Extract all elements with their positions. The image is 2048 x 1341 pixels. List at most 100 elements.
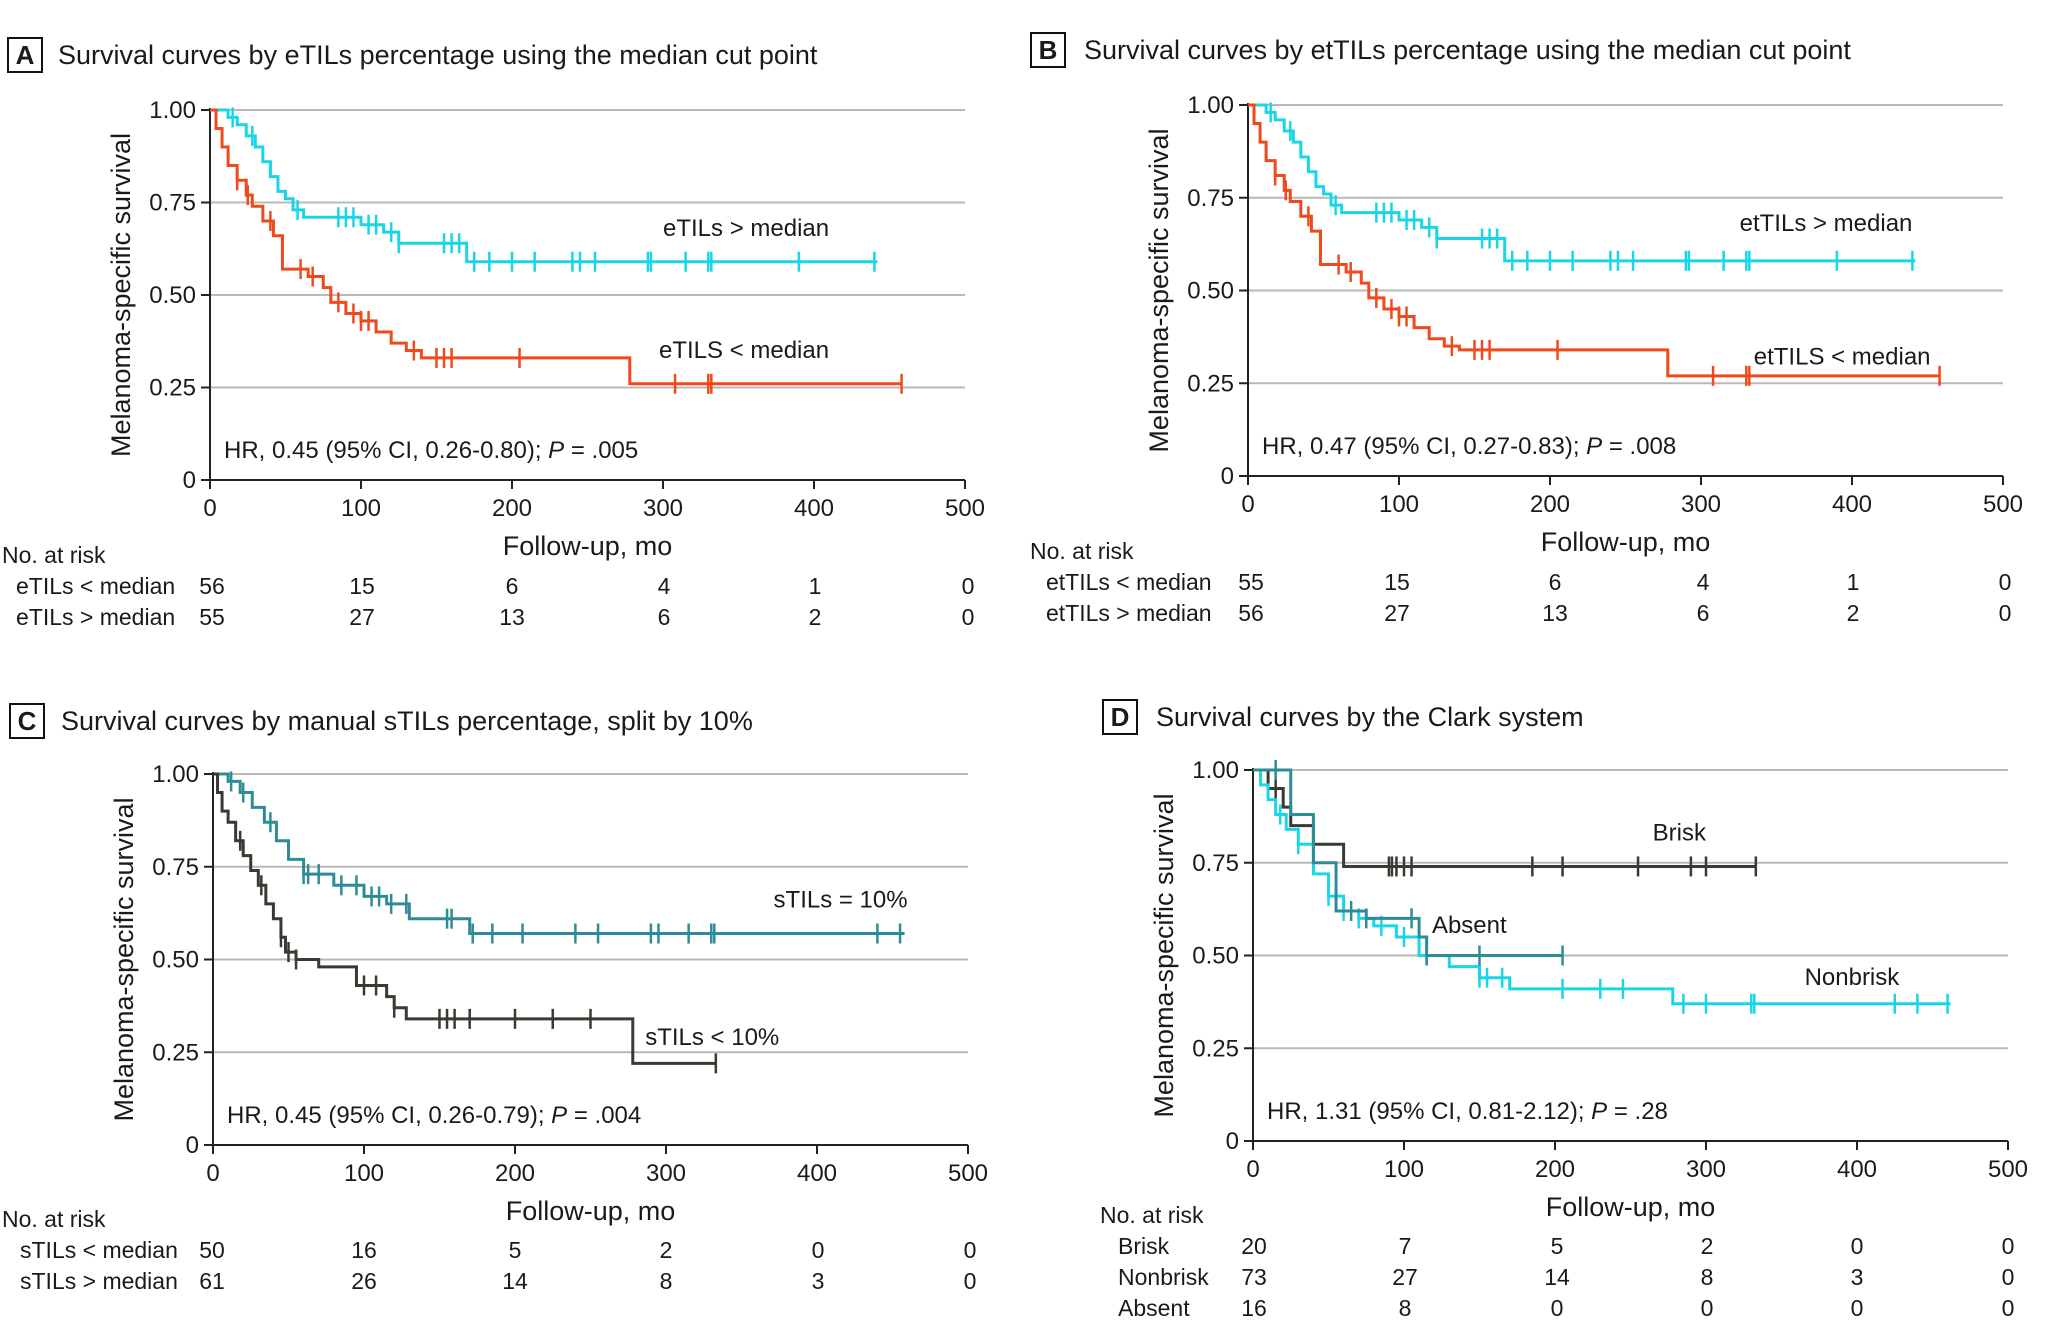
panel-letter-box [1102,699,1138,735]
y-tick-label: 0 [1226,1128,1239,1155]
risk-table-header: No. at risk [2,1206,106,1232]
risk-value: 0 [2002,1295,2015,1321]
risk-value: 6 [506,573,519,599]
x-tick-label: 100 [341,495,381,522]
chart-title: Survival curves by manual sTILs percenta… [61,706,753,736]
risk-value: 3 [1851,1264,1864,1290]
risk-value: 27 [1392,1264,1418,1290]
risk-value: 61 [199,1268,225,1294]
hazard-ratio-annotation: HR, 1.31 (95% CI, 0.81-2.12); P = .28 [1267,1098,1668,1125]
risk-value: 5 [509,1237,522,1263]
panel-letter-box [9,703,45,739]
y-tick-label: 0.50 [152,947,199,974]
chart-title: Survival curves by the Clark system [1156,702,1584,732]
risk-value: 55 [199,604,225,630]
x-tick-label: 100 [1379,491,1419,518]
survival-curve-d-2 [1253,768,1563,957]
panel-letter: A [16,40,35,70]
risk-value: 8 [1399,1295,1412,1321]
risk-value: 27 [349,604,375,630]
panel-a: A Survival curves by eTILs percentage usi… [2,37,985,630]
risk-value: 0 [964,1268,977,1294]
risk-value: 14 [1544,1264,1570,1290]
risk-row-label: eTILs < median [16,573,175,599]
risk-value: 0 [1999,569,2012,595]
y-tick-label: 0.25 [149,375,196,402]
risk-value: 20 [1241,1233,1267,1259]
panel-b: B Survival curves by etTILs percentage us… [1030,32,2023,626]
survival-curve-b-0 [1248,103,1916,263]
y-tick-label: 0.25 [1192,1035,1239,1062]
x-axis-label: Follow-up, mo [503,531,673,561]
risk-row-label: etTILs < median [1046,569,1212,595]
survival-curve-b-1 [1248,103,1940,378]
risk-value: 55 [1238,569,1264,595]
y-axis-label: Melanoma-specific survival [1144,128,1174,452]
panel-letter: C [18,706,37,736]
risk-row-label: Absent [1118,1295,1190,1321]
risk-row-label: Brisk [1118,1233,1170,1259]
risk-value: 2 [660,1237,673,1263]
y-tick-label: 1.00 [149,97,196,124]
risk-row-label: Nonbrisk [1118,1264,1209,1290]
risk-value: 6 [1549,569,1562,595]
series-label: eTILS < median [659,337,829,364]
x-tick-label: 0 [203,495,216,522]
y-tick-label: 0 [183,467,196,494]
risk-value: 13 [499,604,525,630]
risk-value: 0 [2002,1233,2015,1259]
risk-value: 1 [1847,569,1860,595]
risk-value: 5 [1551,1233,1564,1259]
risk-value: 3 [812,1268,825,1294]
risk-value: 2 [1701,1233,1714,1259]
x-tick-label: 400 [797,1160,837,1187]
y-axis-label: Melanoma-specific survival [109,797,139,1121]
y-tick-label: 0.75 [1187,185,1234,212]
series-label: Nonbrisk [1805,964,1901,991]
x-tick-label: 500 [945,495,985,522]
risk-value: 56 [1238,600,1264,626]
risk-value: 0 [1851,1233,1864,1259]
risk-value: 0 [1551,1295,1564,1321]
chart-title: Survival curves by etTILs percentage usi… [1084,35,1851,65]
series-label: eTILs > median [663,215,829,242]
series-label: sTILs = 10% [774,887,908,914]
risk-value: 8 [660,1268,673,1294]
risk-value: 7 [1399,1233,1412,1259]
panel-letter-box [1030,32,1066,68]
x-axis-label: Follow-up, mo [1541,527,1711,557]
risk-value: 8 [1701,1264,1714,1290]
risk-value: 0 [1999,600,2012,626]
hazard-ratio-annotation: HR, 0.45 (95% CI, 0.26-0.79); P = .004 [227,1102,641,1129]
x-tick-label: 300 [1686,1156,1726,1183]
risk-value: 16 [1241,1295,1267,1321]
x-tick-label: 0 [206,1160,219,1187]
risk-value: 0 [1701,1295,1714,1321]
x-tick-label: 400 [1832,491,1872,518]
x-axis-label: Follow-up, mo [506,1196,676,1226]
panel-d: D Survival curves by the Clark system 0 0.2… [1100,699,2028,1321]
y-tick-label: 0 [186,1132,199,1159]
hazard-ratio-annotation: HR, 0.45 (95% CI, 0.26-0.80); P = .005 [224,437,638,464]
x-tick-label: 400 [1837,1156,1877,1183]
x-tick-label: 200 [492,495,532,522]
y-tick-label: 0.75 [1192,850,1239,877]
panel-c: C Survival curves by manual sTILs percent… [2,703,988,1294]
risk-value: 16 [351,1237,377,1263]
x-tick-label: 300 [643,495,683,522]
risk-value: 15 [349,573,375,599]
y-tick-label: 0.25 [1187,370,1234,397]
x-tick-label: 500 [1988,1156,2028,1183]
panel-letter: B [1039,35,1058,65]
risk-value: 0 [964,1237,977,1263]
risk-table-header: No. at risk [2,542,106,568]
risk-value: 0 [962,573,975,599]
risk-row-label: eTILs > median [16,604,175,630]
risk-value: 27 [1384,600,1410,626]
series-label: etTILS < median [1754,344,1931,371]
survival-curve-c-1 [213,772,716,1065]
risk-value: 2 [1847,600,1860,626]
series-label: Brisk [1653,819,1707,846]
series-label: sTILs < 10% [645,1024,779,1051]
